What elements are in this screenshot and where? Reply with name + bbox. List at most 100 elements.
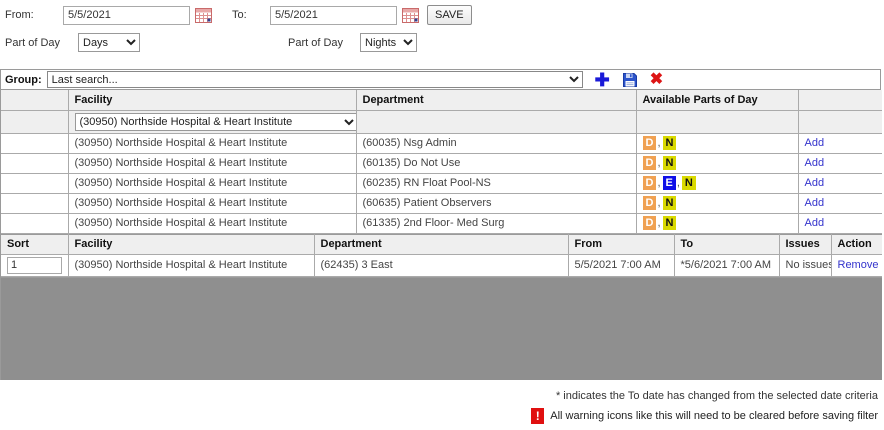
availability-row: (30950) Northside Hospital & Heart Insti… (1, 152, 882, 174)
selected-column-header: From (567, 234, 675, 255)
selected-column-header: Issues (778, 234, 832, 255)
date-filter-bar: From: To: (0, 0, 884, 52)
availability-table: Facility Department Available Parts of Day… (1, 90, 882, 234)
availability-row: (30950) Northside Hospital & Heart Insti… (1, 192, 882, 214)
add-link[interactable]: Add (804, 177, 825, 189)
floppy-disk-icon (622, 72, 637, 87)
selected-column-header: Sort (1, 234, 69, 255)
part-of-day-badge-d: D (642, 156, 657, 170)
row-spacer-cell (1, 212, 69, 234)
to-cell: *5/6/2021 7:00 AM (673, 253, 780, 277)
action-cell: Remove (830, 253, 882, 277)
availability-header-row: Facility Department Available Parts of Day (1, 90, 882, 111)
row-spacer-cell (1, 192, 69, 214)
warning-icon: ! (531, 407, 545, 424)
action-cell: Add (797, 192, 882, 214)
facility-cell: (30950) Northside Hospital & Heart Insti… (67, 132, 357, 154)
empty-area (1, 276, 882, 380)
red-x-icon: ✖ (649, 70, 664, 88)
plus-icon: ✚ (594, 69, 610, 90)
department-cell: (60135) Do Not Use (355, 152, 637, 174)
to-calendar-icon[interactable] (402, 7, 419, 23)
selected-departments-table: Sort Facility Department From To Issues Action… (1, 233, 882, 277)
to-label: To: (232, 9, 247, 21)
availability-column-header: Available Parts of Day (635, 90, 799, 111)
availability-column-header (1, 90, 69, 111)
parts-of-day-cell: D,N (635, 132, 799, 154)
facility-cell: (30950) Northside Hospital & Heart Insti… (67, 192, 357, 214)
availability-column-header (797, 90, 882, 111)
availability-column-header: Department (355, 90, 637, 111)
facility-cell: (30950) Northside Hospital & Heart Insti… (67, 152, 357, 174)
filter-spacer-cell (1, 109, 69, 134)
from-calendar-icon[interactable] (195, 7, 212, 23)
part-of-day-from-select[interactable]: Days (78, 33, 140, 52)
selected-header-row: Sort Facility Department From To Issues Action (1, 234, 882, 255)
filter-empty-cell (797, 109, 882, 134)
from-label: From: (5, 9, 34, 21)
selected-column-header: To (673, 234, 780, 255)
part-of-day-badge-d: D (642, 196, 657, 210)
parts-of-day-cell: D,N (635, 212, 799, 234)
part-of-day-badge-d: D (642, 216, 657, 230)
add-link[interactable]: Add (804, 217, 825, 229)
issues-cell: No issues (778, 253, 832, 277)
delete-group-icon[interactable]: ✖ (649, 70, 664, 88)
save-button[interactable]: SAVE (427, 5, 472, 25)
add-group-icon[interactable]: ✚ (595, 71, 610, 89)
add-link[interactable]: Add (804, 197, 825, 209)
part-of-day-to-select[interactable]: Nights (360, 33, 417, 52)
badge-separator: , (657, 197, 661, 209)
selected-column-header: Facility (67, 234, 315, 255)
warning-note-row: ! All warning icons like this will need … (0, 407, 878, 424)
parts-of-day-cell: D,N (635, 152, 799, 174)
availability-filter-row: (30950) Northside Hospital & Heart Insti… (1, 109, 882, 134)
parts-of-day-cell: D,E,N (635, 172, 799, 194)
group-row: Group: Last search... ✚ ✖ (1, 70, 880, 90)
department-cell: (61335) 2nd Floor- Med Surg (355, 212, 637, 234)
row-spacer-cell (1, 152, 69, 174)
sort-cell (1, 253, 69, 277)
sort-input[interactable] (7, 256, 62, 274)
remove-link[interactable]: Remove (837, 259, 879, 271)
facility-cell: (30950) Northside Hospital & Heart Insti… (67, 172, 357, 194)
part-of-day-badge-d: D (642, 176, 657, 190)
part-of-day-row: Part of Day Days Part of Day Nights (5, 33, 884, 52)
part-of-day-badge-e: E (662, 176, 676, 190)
row-spacer-cell (1, 132, 69, 154)
filter-empty-cell (635, 109, 799, 134)
availability-row: (30950) Northside Hospital & Heart Insti… (1, 132, 882, 154)
facility-filter-select[interactable]: (30950) Northside Hospital & Heart Insti… (74, 112, 355, 131)
badge-separator: , (657, 177, 661, 189)
part-of-day-badge-n: N (662, 196, 677, 210)
availability-row: (30950) Northside Hospital & Heart Insti… (1, 172, 882, 194)
add-link[interactable]: Add (804, 137, 825, 149)
warning-note-text: All warning icons like this will need to… (550, 409, 878, 422)
facility-cell: (30950) Northside Hospital & Heart Insti… (67, 212, 357, 234)
group-select[interactable]: Last search... (46, 71, 583, 88)
part-of-day-badge-n: N (662, 136, 677, 150)
department-cell: (60235) RN Float Pool-NS (355, 172, 637, 194)
from-date-input[interactable] (63, 5, 190, 25)
badge-separator: , (676, 177, 680, 189)
from-cell: 5/5/2021 7:00 AM (567, 253, 675, 277)
availability-column-header: Facility (67, 90, 357, 111)
action-cell: Add (797, 212, 882, 234)
parts-of-day-cell: D,N (635, 192, 799, 214)
asterisk-note: * indicates the To date has changed from… (555, 389, 878, 402)
filter-empty-cell (355, 109, 637, 134)
date-range-row: From: To: (5, 5, 884, 25)
filter-builder-panel: Group: Last search... ✚ ✖ Facility Depart… (0, 69, 882, 380)
department-cell: (60635) Patient Observers (355, 192, 637, 214)
badge-separator: , (657, 157, 661, 169)
row-spacer-cell (1, 172, 69, 194)
group-label: Group: (5, 73, 42, 86)
part-of-day-to-label: Part of Day (288, 36, 344, 49)
save-group-icon[interactable] (622, 72, 638, 88)
department-cell: (60035) Nsg Admin (355, 132, 637, 154)
to-date-input[interactable] (270, 5, 397, 25)
action-cell: Add (797, 152, 882, 174)
badge-separator: , (657, 217, 661, 229)
add-link[interactable]: Add (804, 157, 825, 169)
part-of-day-from-label: Part of Day (5, 36, 61, 49)
